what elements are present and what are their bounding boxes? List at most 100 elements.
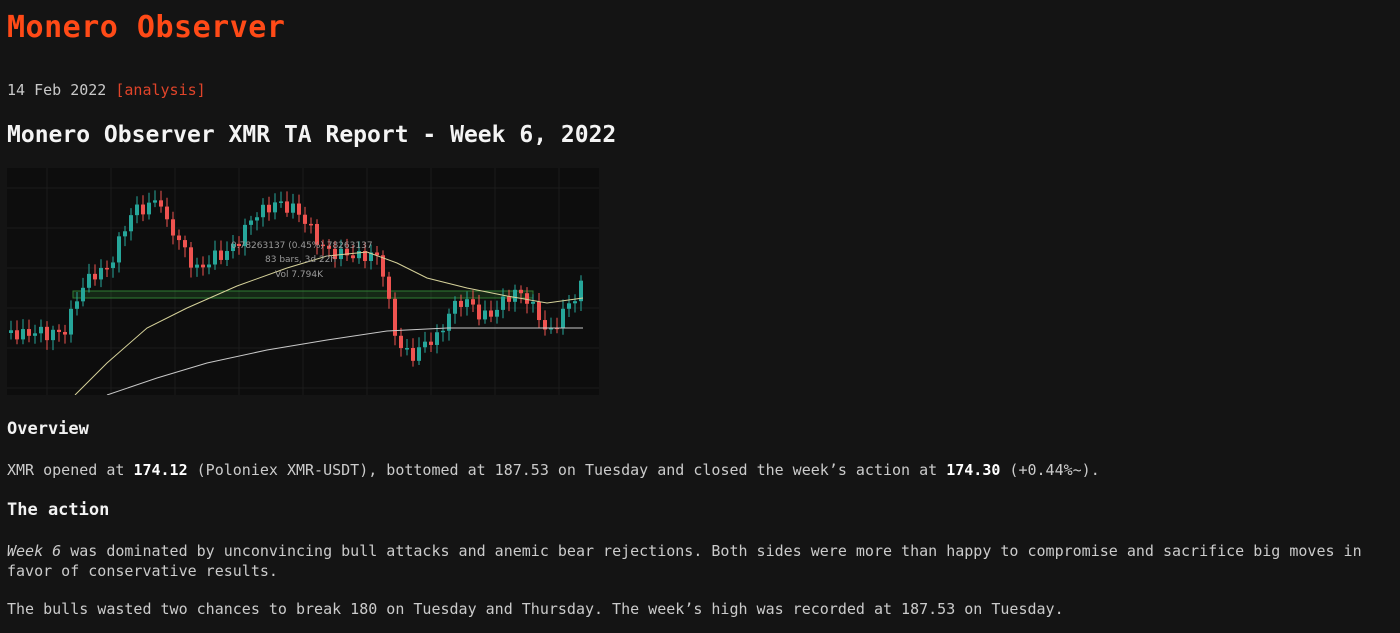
candle-body	[21, 329, 25, 340]
candle-body	[303, 214, 307, 224]
candle-body	[573, 301, 577, 304]
candle-body	[183, 240, 187, 248]
candle-body	[231, 243, 235, 252]
candle-body	[387, 276, 391, 299]
candlestick-chart: 0.78263137 (0.45%) 78263137 83 bars, 3d …	[7, 168, 599, 395]
candle-body	[411, 347, 415, 361]
candle-body	[417, 347, 421, 361]
candle-body	[369, 252, 373, 262]
candle-body	[87, 273, 91, 288]
candle-body	[105, 267, 109, 270]
candle-body	[69, 308, 73, 335]
action-heading: The action	[7, 500, 110, 520]
candle-body	[453, 300, 457, 314]
candle-body	[579, 280, 583, 302]
candle-body	[441, 330, 445, 333]
candle-body	[471, 299, 475, 305]
overview-text-post: (+0.44%~).	[1000, 461, 1100, 479]
candle-body	[213, 250, 217, 265]
candle-body	[177, 235, 181, 241]
candle-body	[111, 262, 115, 269]
candle-body	[237, 243, 241, 247]
candle-body	[339, 248, 343, 260]
candle-body	[399, 335, 403, 349]
action-paragraph-1-text: was dominated by unconvincing bull attac…	[7, 542, 1362, 580]
candle-body	[27, 329, 31, 336]
overview-heading: Overview	[7, 419, 89, 439]
candle-body	[561, 308, 565, 328]
candle-body	[219, 250, 223, 260]
candle-body	[147, 202, 151, 215]
candle-body	[243, 224, 247, 247]
candle-body	[513, 289, 517, 302]
candle-body	[333, 248, 337, 260]
support-zone	[72, 290, 534, 299]
candle-body	[375, 252, 379, 256]
candle-body	[9, 330, 13, 333]
candle-body	[273, 202, 277, 213]
candle-body	[483, 310, 487, 320]
candle-body	[129, 215, 133, 232]
post-meta: 14 Feb 2022 [analysis]	[7, 80, 206, 100]
moving-average-fast	[74, 251, 584, 395]
candle-body	[495, 309, 499, 317]
candle-body	[285, 201, 289, 213]
candle-body	[381, 255, 385, 277]
candle-body	[429, 341, 433, 345]
overview-text-pre: XMR opened at	[7, 461, 134, 479]
candle-body	[501, 296, 505, 310]
candle-body	[519, 289, 523, 294]
measure-overlay-line2: 83 bars, 3d 22h	[265, 255, 336, 265]
post-date: 14 Feb 2022	[7, 81, 107, 99]
candle-body	[15, 330, 19, 340]
candle-body	[537, 301, 541, 321]
candle-body	[165, 206, 169, 220]
candle-body	[405, 347, 409, 350]
post-title[interactable]: Monero Observer XMR TA Report - Week 6, …	[7, 122, 617, 148]
candle-body	[435, 332, 439, 345]
open-price: 174.12	[133, 461, 188, 479]
candle-body	[357, 250, 361, 259]
candle-body	[153, 200, 157, 203]
candle-body	[63, 331, 67, 335]
candle-body	[543, 320, 547, 330]
candle-body	[39, 326, 43, 334]
candle-body	[489, 310, 493, 317]
candle-body	[93, 273, 97, 280]
candle-body	[327, 245, 331, 249]
candle-body	[75, 301, 79, 309]
candle-body	[189, 247, 193, 268]
action-paragraph-1: Week 6 was dominated by unconvincing bul…	[7, 541, 1393, 581]
candle-body	[465, 299, 469, 307]
candle-body	[477, 304, 481, 320]
week-emphasis: Week 6	[7, 542, 62, 560]
action-paragraph-2: The bulls wasted two chances to break 18…	[7, 600, 1064, 618]
overview-text-mid: (Poloniex XMR-USDT), bottomed at 187.53 …	[187, 461, 947, 479]
candle-body	[279, 201, 283, 203]
candle-body	[171, 219, 175, 236]
candle-body	[201, 264, 205, 268]
candle-body	[117, 236, 121, 263]
candle-body	[123, 231, 127, 237]
candle-body	[507, 296, 511, 302]
candle-body	[291, 203, 295, 213]
site-title[interactable]: Monero Observer	[7, 10, 286, 45]
candle-body	[447, 313, 451, 331]
measure-overlay-line1: 0.78263137 (0.45%) 78263137	[231, 241, 373, 251]
candle-body	[225, 251, 229, 260]
candles	[9, 190, 583, 367]
candle-body	[309, 223, 313, 226]
candle-body	[423, 341, 427, 348]
post-tag-link[interactable]: [analysis]	[115, 81, 206, 99]
candle-body	[297, 203, 301, 215]
candle-body	[99, 267, 103, 280]
candle-body	[45, 326, 49, 341]
candle-body	[531, 301, 535, 304]
candle-body	[195, 264, 199, 268]
moving-average-slow	[106, 327, 583, 395]
candle-body	[315, 223, 319, 245]
candle-body	[159, 200, 163, 207]
overview-paragraph: XMR opened at 174.12 (Poloniex XMR-USDT)…	[7, 460, 1393, 480]
close-price: 174.30	[946, 461, 1001, 479]
candle-body	[549, 327, 553, 330]
